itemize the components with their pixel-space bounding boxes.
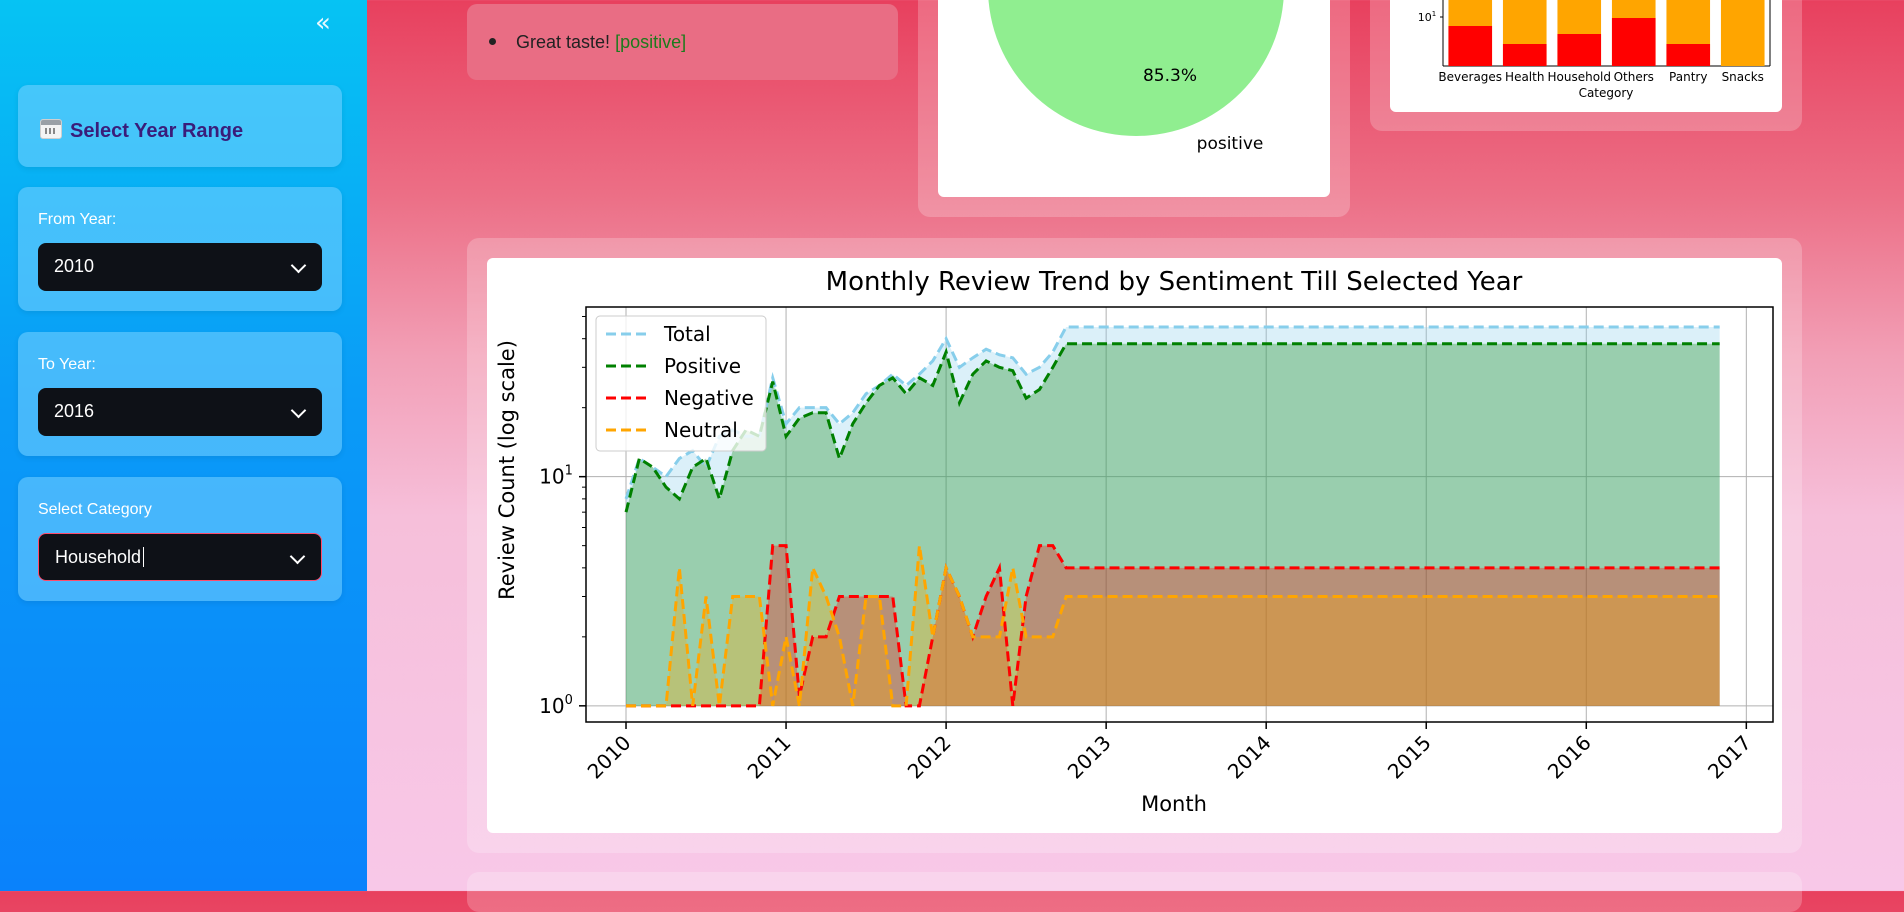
section-title: Select Year Range — [40, 119, 243, 143]
pie-pct-label: 85.3% — [1143, 66, 1197, 86]
review-list-box: Great taste! [positive] — [467, 4, 898, 80]
review-item: Great taste! [positive] — [489, 32, 686, 53]
xtick-label: 2010 — [583, 731, 636, 784]
to-year-select[interactable]: 2016 — [38, 388, 322, 436]
next-panel — [467, 872, 1802, 912]
area-neutral — [626, 545, 1720, 706]
xtick-label: 2017 — [1703, 731, 1756, 784]
section-title-text: Select Year Range — [70, 120, 244, 142]
chart-legend: Total Positive Negative Neutral — [595, 315, 767, 452]
legend-box — [595, 315, 767, 452]
chevron-down-icon — [289, 548, 306, 565]
pie-slice-positive — [988, 0, 1284, 136]
chart-areas — [626, 326, 1720, 706]
ytick-label: 100 — [539, 693, 573, 718]
bar-ytick-label: 101 — [1418, 10, 1436, 24]
bar-category-label: Household — [1547, 70, 1611, 84]
bullet-icon — [489, 38, 496, 45]
double-chevron-left-icon[interactable]: « — [315, 8, 331, 38]
chart-yticks: 100 101 — [539, 315, 586, 718]
sidebar: « Select Year Range From Year: 2010 To Y… — [0, 0, 367, 891]
from-year-value: 2010 — [54, 256, 95, 276]
trend-chart-panel: Monthly Review Trend by Sentiment Till S… — [467, 238, 1802, 853]
line-neutral — [626, 545, 1720, 708]
category-value: Household — [55, 547, 145, 568]
category-bar-panel: 101 Beverages Health Household Others Pantry… — [1370, 0, 1802, 131]
xtick-label: 2011 — [743, 731, 796, 784]
bar-xlabel: Category — [1579, 86, 1634, 100]
legend-label: Positive — [664, 354, 741, 378]
bar-neutral — [1720, 0, 1765, 66]
line-negative — [626, 544, 1720, 708]
xtick-label: 2014 — [1223, 731, 1276, 784]
to-year-card: To Year: 2016 — [18, 332, 342, 456]
bar-negative — [1502, 44, 1547, 66]
review-list: Great taste! [positive] — [489, 32, 686, 53]
xtick-label: 2015 — [1383, 731, 1436, 784]
chart-title: Monthly Review Trend by Sentiment Till S… — [826, 267, 1523, 297]
xtick-label: 2013 — [1063, 731, 1116, 784]
category-bar-figure: 101 Beverages Health Household Others Pantry… — [1390, 0, 1782, 112]
area-positive — [626, 343, 1720, 706]
bar-negative — [1448, 26, 1493, 66]
bar-negative — [1666, 44, 1711, 66]
chart-xticks: 2010 2011 2012 2013 2014 2015 2016 2017 — [583, 722, 1756, 784]
chart-xlabel: Month — [1141, 792, 1207, 816]
review-text: Great taste! — [516, 32, 611, 52]
to-year-label: To Year: — [38, 356, 96, 373]
category-card: Select Category Household — [18, 477, 342, 601]
bar-category-label: Snacks — [1722, 70, 1764, 84]
bar-category-label: Health — [1505, 70, 1544, 84]
xtick-label: 2016 — [1543, 731, 1596, 784]
bar-category-label: Pantry — [1669, 70, 1707, 84]
pie-chart-svg: 85.3% positive — [988, 0, 1284, 154]
from-year-select[interactable]: 2010 — [38, 243, 322, 291]
line-total — [624, 325, 1720, 500]
plot-frame — [585, 306, 1774, 723]
chevron-down-icon — [290, 402, 307, 419]
legend-label: Neutral — [664, 418, 738, 442]
legend-label: Negative — [664, 386, 754, 410]
bar-groups: Beverages Health Household Others Pantry Snac… — [1438, 0, 1765, 84]
legend-label: Total — [663, 322, 711, 346]
category-label: Select Category — [38, 501, 152, 518]
area-total — [626, 326, 1720, 706]
category-bar-svg: 101 Beverages Health Household Others Pantry… — [1418, 0, 1771, 100]
chart-lines — [624, 325, 1720, 708]
chart-ylabel: Review Count (log scale) — [495, 340, 519, 600]
bar-negative — [1557, 34, 1602, 66]
to-year-value: 2016 — [54, 401, 95, 421]
trend-chart-svg: Monthly Review Trend by Sentiment Till S… — [495, 267, 1774, 816]
area-negative — [626, 545, 1720, 706]
pie-slice-label: positive — [1197, 134, 1264, 154]
pie-chart-figure: 85.3% positive — [938, 0, 1330, 197]
trend-chart-figure: Monthly Review Trend by Sentiment Till S… — [487, 258, 1782, 833]
bar-negative — [1611, 18, 1656, 66]
line-positive — [624, 342, 1720, 513]
calendar-icon — [40, 119, 62, 139]
text-cursor — [143, 547, 145, 567]
year-range-header-card: Select Year Range — [18, 85, 342, 167]
category-value-text: Household — [55, 547, 142, 567]
category-select[interactable]: Household — [38, 533, 322, 581]
bar-category-label: Beverages — [1438, 70, 1502, 84]
chart-axes — [585, 306, 1774, 723]
review-sentiment: [positive] — [615, 32, 687, 52]
bar-category-label: Others — [1614, 70, 1654, 84]
xtick-label: 2012 — [903, 731, 956, 784]
ytick-label: 101 — [539, 464, 573, 489]
pie-chart-panel: 85.3% positive — [918, 0, 1350, 217]
from-year-card: From Year: 2010 — [18, 187, 342, 311]
chart-grid — [586, 307, 1773, 722]
chevron-down-icon — [290, 257, 307, 274]
from-year-label: From Year: — [38, 211, 117, 228]
